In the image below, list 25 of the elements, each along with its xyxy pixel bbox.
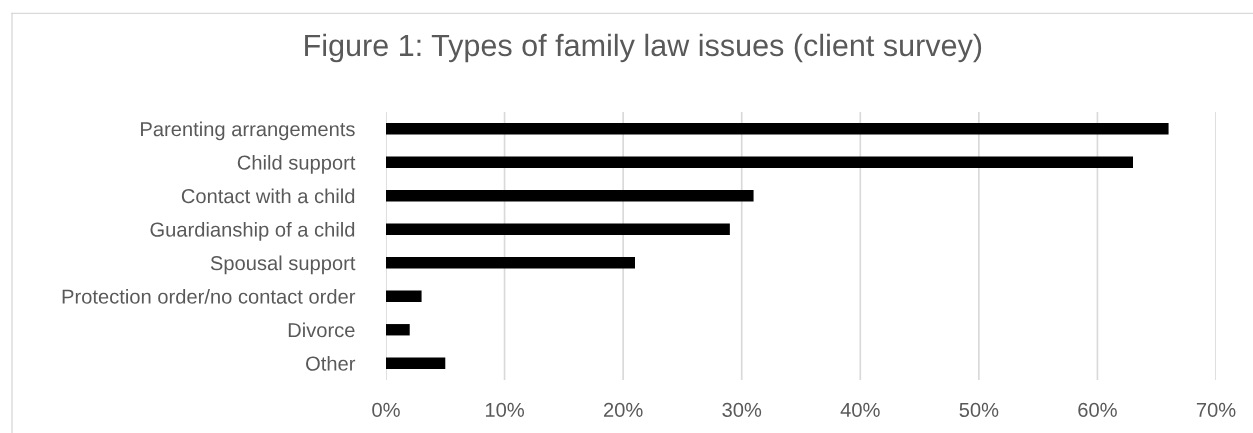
y-tick-label: Guardianship of a child [150,221,355,241]
chart-title: Figure 1: Types of family law issues (client survey) [305,33,982,63]
x-tick-label: 30% [722,402,762,418]
x-tick-label: 20% [604,402,643,418]
y-tick-label: Divorce [288,322,355,338]
y-tick-label: Other [306,355,356,371]
x-tick-label: 50% [959,402,999,418]
bar [386,357,446,369]
bar [386,324,410,336]
y-tick-label: Parenting arrangements [141,121,355,141]
x-tick-label: 40% [840,402,880,418]
x-tick-label: 70% [1196,402,1236,418]
bar [386,190,754,202]
y-tick-label: Child support [237,154,356,174]
bar [386,156,1133,168]
bar [386,123,1169,135]
x-tick-label: 0% [372,402,400,418]
bar [386,290,422,302]
x-tick-label: 10% [485,402,525,418]
bar [386,223,730,235]
x-tick-label: 60% [1078,402,1117,418]
y-tick-label: Contact with a child [181,188,355,204]
y-tick-label: Spousal support [210,255,356,275]
y-tick-label: Protection order/no contact order [62,288,356,304]
bar [386,257,635,269]
